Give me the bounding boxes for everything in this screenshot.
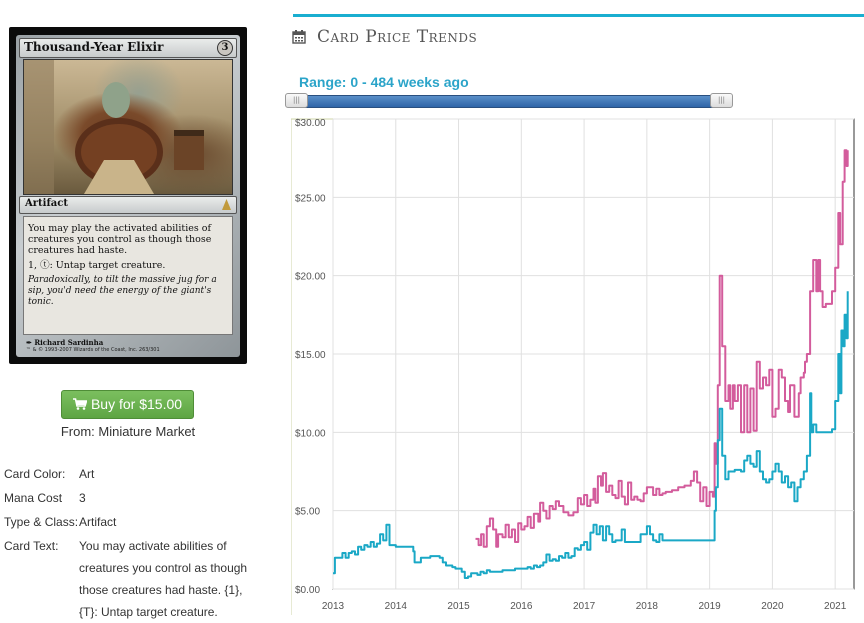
detail-value-text: You may activate abilities of creatures … (79, 539, 248, 619)
card-text-box: You may play the activated abilities of … (23, 216, 233, 335)
section-divider (293, 14, 864, 17)
x-tick-label: 2018 (636, 601, 659, 612)
y-tick-label: $10.00 (295, 428, 326, 439)
card-artist-name: Richard Sardinha (34, 338, 104, 347)
card-artist: ✒ Richard Sardinha (26, 338, 103, 347)
calendar-icon (292, 30, 306, 44)
card-rules-text-1: You may play the activated abilities of … (28, 223, 212, 256)
x-tick-label: 2021 (824, 601, 847, 612)
card-rules: You may play the activated abilities of … (28, 223, 228, 312)
price-trend-chart: $0.00 $5.00 $10.00 $15.00 $20.00 $25.00 $30.00… (291, 118, 855, 615)
card-image: Thousand-Year Elixir 3 Artifact You may … (9, 27, 247, 364)
range-slider-handle-start[interactable]: ||| (285, 93, 308, 108)
detail-value-type: Artifact (79, 515, 117, 529)
x-tick-label: 2017 (573, 601, 596, 612)
card-rules-text-2: 1, ⓣ: Untap target creature. (28, 260, 166, 271)
buy-button-label: Buy for $15.00 (90, 396, 183, 412)
seller-label: From: Miniature Market (60, 424, 196, 439)
y-axis-ticks: $0.00 $5.00 $10.00 $15.00 $20.00 $25.00 $30.00 (295, 118, 326, 596)
price-line-pink (475, 149, 849, 548)
y-tick-label: $30.00 (295, 118, 326, 129)
x-tick-label: 2019 (699, 601, 722, 612)
brush-icon: ✒ (26, 338, 32, 347)
x-tick-label: 2020 (761, 601, 784, 612)
x-tick-label: 2013 (322, 601, 345, 612)
price-line-blue (333, 291, 849, 579)
price-series (333, 149, 849, 579)
detail-label-color: Card Color: (4, 467, 66, 481)
card-artwork (23, 59, 233, 195)
x-axis-ticks: 2013 2014 2015 2016 2017 2018 2019 2020 2021 (322, 601, 847, 612)
artwork-illustration (24, 60, 204, 194)
buy-button[interactable]: Buy for $15.00 (61, 390, 194, 419)
y-tick-label: $15.00 (295, 350, 326, 361)
shopping-cart-icon (72, 398, 87, 410)
y-tick-label: $25.00 (295, 193, 326, 204)
detail-label-type: Type & Class: (4, 515, 79, 529)
card-type-line: Artifact (25, 198, 68, 209)
y-tick-label: $5.00 (295, 507, 320, 518)
detail-value-color: Art (79, 467, 95, 481)
card-title-bar: Thousand-Year Elixir 3 (19, 38, 237, 58)
y-tick-label: $20.00 (295, 272, 326, 283)
detail-value-mana: 3 (79, 491, 86, 505)
card-frame: Thousand-Year Elixir 3 Artifact You may … (16, 35, 240, 357)
range-slider-handle-end[interactable]: ||| (710, 93, 733, 108)
chart-grid (332, 118, 854, 590)
y-tick-label: $0.00 (295, 585, 320, 596)
mana-symbol: 3 (217, 40, 233, 56)
x-tick-label: 2014 (385, 601, 408, 612)
range-slider-track[interactable] (296, 95, 724, 108)
detail-label-text: Card Text: (4, 539, 59, 553)
x-tick-label: 2015 (447, 601, 470, 612)
card-name: Thousand-Year Elixir (24, 40, 164, 54)
card-type-bar: Artifact (19, 196, 237, 214)
detail-label-mana: Mana Cost (4, 491, 63, 505)
set-symbol-icon (222, 199, 231, 210)
range-label: Range: 0 - 484 weeks ago (299, 74, 469, 90)
card-flavor-text: Paradoxically, to tilt the massive jug f… (28, 275, 217, 307)
card-copyright: ™ & © 1993-2007 Wizards of the Coast, In… (26, 347, 160, 353)
section-title: Card Price Trends (317, 27, 478, 47)
x-tick-label: 2016 (510, 601, 533, 612)
